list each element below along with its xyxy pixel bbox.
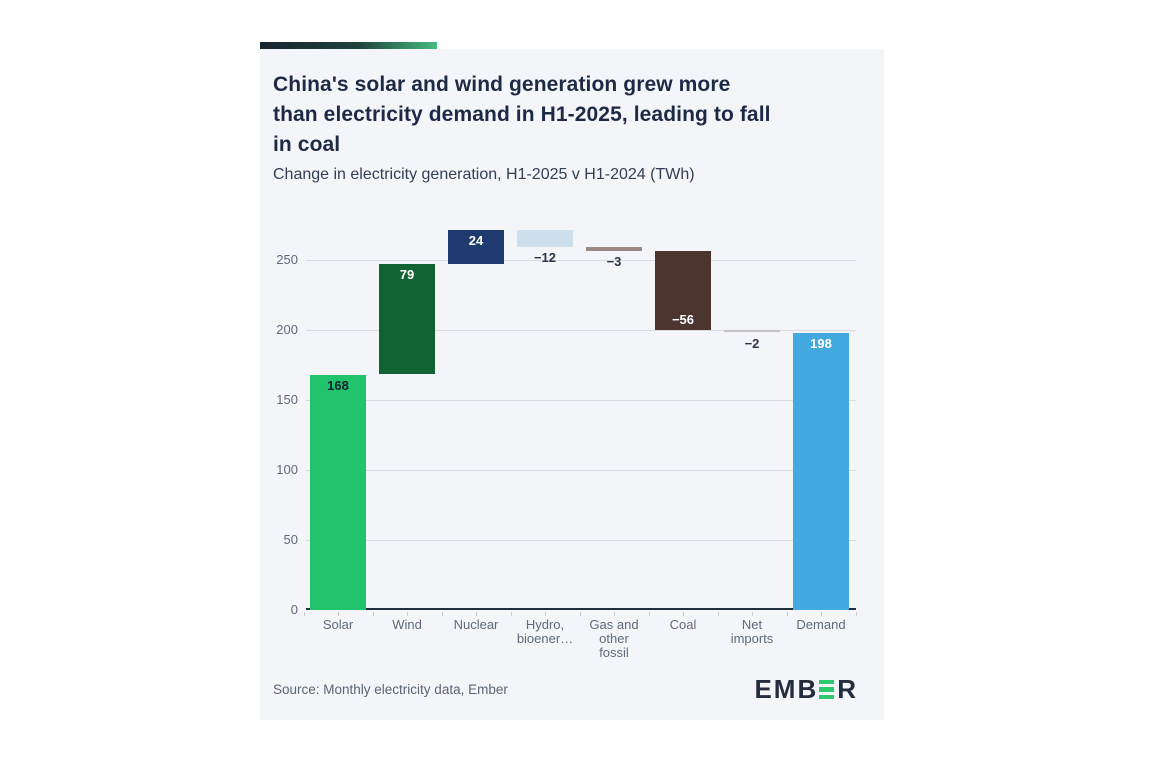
gridline-100: [306, 469, 856, 471]
x-axis-label: Gas and other fossil: [589, 617, 639, 660]
bar-nuclear: 24: [448, 230, 504, 264]
x-axis-tick: [648, 612, 650, 616]
ember-logo-e-bars-icon: [819, 679, 835, 700]
y-axis-label: 100: [276, 461, 298, 477]
x-axis-label: Nuclear: [453, 617, 499, 632]
chart-title-line-3: in coal: [273, 133, 341, 156]
x-axis-tick: [786, 612, 788, 616]
value-label: −56: [671, 311, 695, 327]
y-axis-label: 0: [290, 602, 298, 617]
y-axis-label: 50: [283, 531, 298, 547]
x-axis-label: Net imports: [730, 617, 774, 646]
gridline-250: [306, 259, 856, 261]
value-label: 24: [468, 233, 484, 249]
x-axis-tick: [614, 612, 615, 616]
chart-title: China's solar and wind generation grew m…: [273, 70, 869, 160]
x-axis-tick: [407, 612, 408, 616]
x-axis-tick: [717, 612, 719, 616]
y-axis-label: 150: [276, 391, 298, 407]
plot-area: 0 50 100 150 200 250 168 Solar 79 Wind 24 Nuclear −1…: [276, 219, 857, 660]
x-axis-tick: [855, 612, 857, 616]
value-label: −12: [533, 250, 557, 265]
accent-bar: [260, 42, 437, 49]
y-axis-label: 250: [276, 251, 298, 267]
x-axis-tick: [372, 612, 374, 616]
bar-net-imports: [724, 329, 780, 333]
chart-title-line-1: China's solar and wind generation grew m…: [273, 73, 731, 96]
x-axis-tick: [510, 612, 512, 616]
x-axis-tick: [752, 612, 753, 616]
bar-coal: −56: [655, 251, 711, 330]
bar-demand: 198: [793, 332, 849, 610]
bar-wind: 79: [379, 263, 435, 375]
source-note: Source: Monthly electricity data, Ember: [273, 682, 508, 697]
value-label: 79: [399, 266, 415, 282]
bar-gas-and-other-fossil: [586, 247, 642, 252]
y-axis-label: 200: [276, 321, 298, 337]
ember-logo-text-right: R: [837, 674, 858, 704]
x-axis-tick: [821, 612, 822, 616]
chart-title-line-2: than electricity demand in H1-2025, lead…: [273, 103, 771, 126]
gridline-50: [306, 539, 856, 541]
gridline-200: [306, 329, 856, 331]
x-axis-label: Wind: [392, 617, 422, 632]
value-label: 168: [327, 377, 349, 393]
x-axis-label: Coal: [669, 617, 697, 632]
x-axis-tick: [579, 612, 581, 616]
bar-hydro-bioenergy-and-other-renewables: [517, 230, 573, 247]
value-label: −3: [606, 254, 622, 270]
value-label: 198: [810, 335, 832, 351]
x-axis-tick: [303, 612, 305, 616]
value-label: −2: [744, 335, 760, 351]
ember-logo: EMB R: [754, 674, 858, 705]
x-axis-tick: [476, 612, 477, 616]
x-axis-label: Hydro, bioener…: [516, 617, 574, 646]
x-axis-tick: [338, 612, 339, 616]
x-axis-tick: [683, 612, 684, 616]
waterfall-chart: 0 50 100 150 200 250 168 Solar 79 Wind 24 Nuclear −1…: [276, 219, 857, 660]
chart-subtitle: Change in electricity generation, H1-202…: [273, 166, 695, 183]
ember-logo-text-left: EMB: [754, 674, 819, 704]
x-axis-tick: [441, 612, 443, 616]
bar-solar: 168: [310, 374, 366, 610]
chart-card: China's solar and wind generation grew m…: [260, 49, 884, 720]
gridline-150: [306, 399, 856, 401]
x-axis-tick: [545, 612, 546, 616]
x-axis-label: Solar: [322, 617, 354, 632]
x-axis-label: Demand: [796, 617, 846, 632]
